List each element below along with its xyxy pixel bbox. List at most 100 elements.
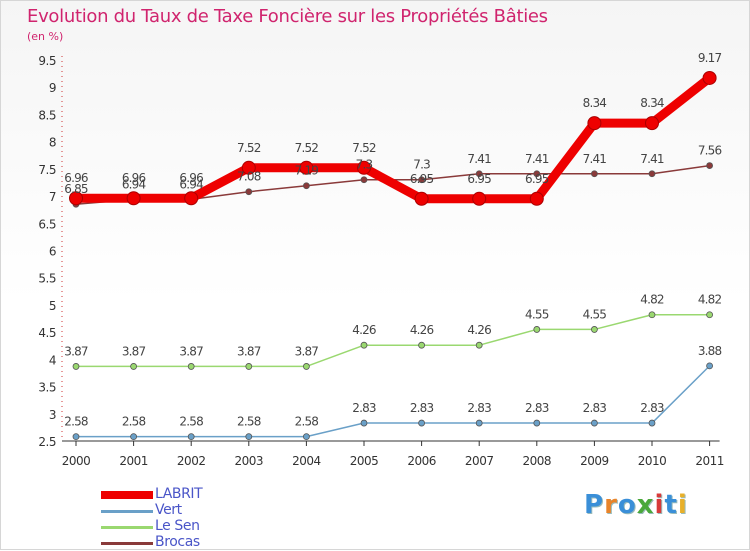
data-label: 2.83 [640,401,664,415]
legend-item-vert: Vert [101,502,301,519]
data-point-brocas [245,188,253,196]
logo-letter: t [664,490,678,520]
data-label: 4.26 [467,323,491,337]
x-tick-label: 2004 [292,454,321,468]
data-label: 4.55 [525,307,549,321]
data-point-le-sen [418,341,426,349]
legend-label-le-sen: Le Sen [155,518,200,534]
data-point-labrit [529,191,544,206]
data-label: 2.83 [525,401,549,415]
data-point-labrit [184,191,199,206]
data-point-vert [706,362,713,370]
y-tick-label: 8.5 [38,108,56,122]
data-label: 2.83 [467,401,491,415]
data-point-labrit [472,191,487,206]
data-point-le-sen [245,363,253,370]
data-label: 6.96 [64,171,88,185]
y-tick-label: 4.5 [38,326,56,340]
logo-letter: i [654,490,665,520]
series-line-vert [75,365,711,438]
data-label: 6.96 [122,171,146,185]
data-point-vert [591,419,598,427]
data-point-brocas [648,170,656,178]
data-label: 2.58 [122,415,146,429]
data-point-le-sen [360,341,368,349]
logo-letter: x [636,490,655,520]
data-point-le-sen [130,363,138,370]
data-label: 8.34 [583,96,607,110]
data-point-vert [360,419,368,427]
data-point-brocas [706,162,713,169]
data-point-le-sen [706,311,713,319]
data-point-vert [533,419,541,427]
data-point-labrit [645,116,659,131]
y-tick-label: 8 [49,136,56,150]
data-point-le-sen [591,326,598,333]
data-label: 7.52 [237,141,261,155]
data-label: 6.96 [179,171,203,185]
y-tick-label: 3.5 [38,381,56,395]
x-tick-label: 2010 [638,454,667,468]
data-point-le-sen [302,363,310,370]
data-label: 2.83 [583,401,607,415]
data-point-le-sen [187,363,195,370]
data-label: 4.26 [410,323,434,337]
data-label: 2.83 [410,401,434,415]
series-line-le-sen [75,313,711,368]
data-point-labrit [357,160,371,175]
y-tick-label: 7 [49,190,56,204]
data-label: 7.3 [413,158,430,172]
legend-swatch-brocas [101,542,153,545]
data-label: 7.41 [525,152,549,166]
y-tick-label: 3 [49,408,56,422]
data-label: 3.88 [698,344,722,358]
x-tick-label: 2006 [407,454,436,468]
data-label: 7.56 [698,144,722,158]
data-label: 7.41 [583,152,607,166]
data-label: 2.58 [179,415,203,429]
data-label: 4.82 [640,293,664,307]
data-label: 4.26 [352,323,376,337]
y-tick-label: 5.5 [38,272,56,286]
data-point-labrit [299,160,314,175]
data-label: 2.58 [64,415,88,429]
logo-letter: r [604,490,618,520]
x-tick-label: 2011 [695,454,724,468]
data-point-brocas [418,176,426,184]
y-tick-label: 4 [49,353,56,367]
x-tick-label: 2005 [350,454,379,468]
chart-title: Evolution du Taux de Taxe Foncière sur l… [27,6,548,27]
data-point-labrit [414,191,429,206]
y-tick-label: 6.5 [38,217,56,231]
data-label: 7.41 [640,152,664,166]
data-label: 6.85 [64,182,88,196]
y-tick-label: 6 [49,245,56,259]
data-label: 8.34 [640,96,664,110]
data-label: 2.58 [237,415,261,429]
data-label: 7.08 [237,170,261,184]
data-point-vert [72,433,80,441]
data-point-brocas [475,170,483,178]
data-point-labrit [126,191,141,206]
data-label: 7.19 [295,164,319,178]
legend-swatch-le-sen [101,526,153,529]
data-point-vert [245,433,253,441]
legend-label-brocas: Brocas [155,534,200,550]
data-label: 3.87 [64,344,88,358]
data-point-labrit [587,116,602,131]
data-label: 7.41 [467,152,491,166]
x-tick-label: 2002 [177,454,206,468]
data-label: 3.87 [295,344,319,358]
proxiti-logo: Proxiti [584,490,688,520]
data-point-vert [418,419,426,427]
data-point-le-sen [475,341,483,349]
data-point-vert [187,433,195,441]
data-point-vert [130,433,138,441]
legend-label-labrit: LABRIT [155,486,203,502]
data-point-brocas [302,182,310,190]
data-label: 7.3 [356,158,373,172]
x-tick-label: 2003 [235,454,264,468]
data-label: 6.95 [410,172,434,186]
logo-letter: o [617,490,637,520]
